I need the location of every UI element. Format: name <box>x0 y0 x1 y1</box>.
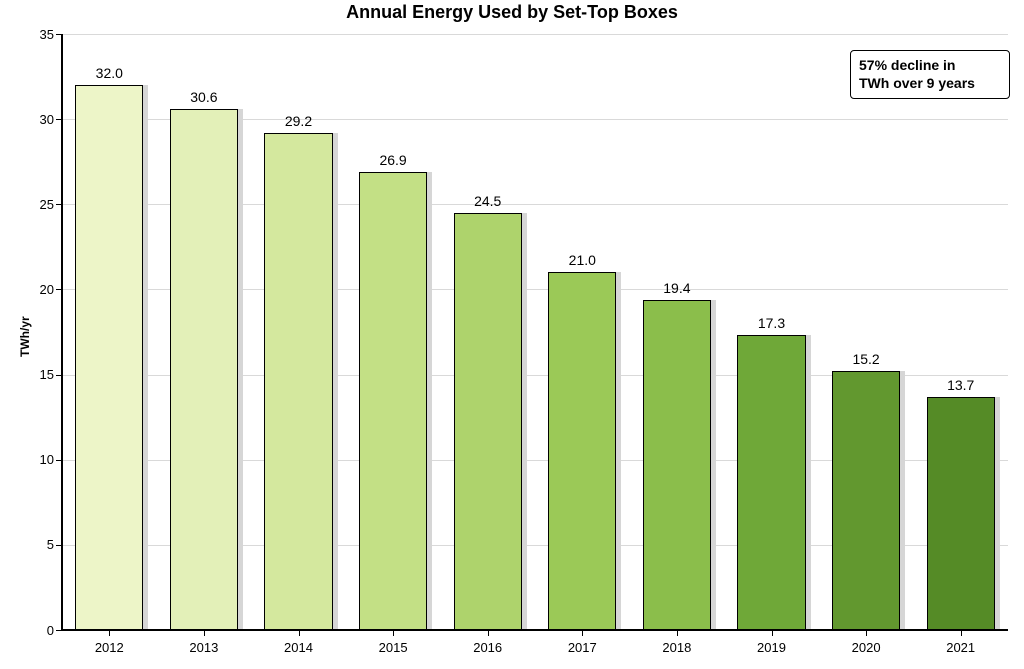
bar-value-label: 17.3 <box>737 315 805 331</box>
plot-area: 0510152025303532.0201230.6201329.2201426… <box>62 34 1008 630</box>
x-tick-label: 2013 <box>157 640 252 655</box>
energy-bar-chart: Annual Energy Used by Set-Top Boxes TWh/… <box>0 0 1024 669</box>
gridline <box>62 34 1008 35</box>
bar-value-label: 26.9 <box>359 152 427 168</box>
bar-value-label: 19.4 <box>643 280 711 296</box>
bar <box>643 300 711 630</box>
bar <box>548 272 616 630</box>
x-tick-label: 2019 <box>724 640 819 655</box>
y-tick-label: 0 <box>24 623 54 638</box>
callout-line-2: TWh over 9 years <box>859 75 1001 93</box>
bar <box>832 371 900 630</box>
bar <box>737 335 805 630</box>
bar <box>75 85 143 630</box>
bar <box>170 109 238 630</box>
x-tick-label: 2012 <box>62 640 157 655</box>
y-tick-label: 5 <box>24 537 54 552</box>
bar-value-label: 30.6 <box>170 89 238 105</box>
x-tick-label: 2021 <box>913 640 1008 655</box>
y-axis-label: TWh/yr <box>18 316 32 357</box>
y-tick-label: 10 <box>24 452 54 467</box>
y-tick-label: 30 <box>24 112 54 127</box>
y-tick-label: 35 <box>24 27 54 42</box>
x-tick-label: 2017 <box>535 640 630 655</box>
callout-line-1: 57% decline in <box>859 57 1001 75</box>
bar-value-label: 13.7 <box>927 377 995 393</box>
x-axis <box>62 629 1008 631</box>
bar <box>454 213 522 630</box>
x-tick-label: 2015 <box>346 640 441 655</box>
x-tick-label: 2014 <box>251 640 346 655</box>
bar-value-label: 21.0 <box>548 252 616 268</box>
y-tick-label: 20 <box>24 282 54 297</box>
bar <box>359 172 427 630</box>
bar-value-label: 15.2 <box>832 351 900 367</box>
x-tick-label: 2018 <box>630 640 725 655</box>
chart-title: Annual Energy Used by Set-Top Boxes <box>0 2 1024 23</box>
x-tick-label: 2016 <box>440 640 535 655</box>
bar <box>927 397 995 630</box>
y-axis <box>61 34 63 630</box>
x-tick-label: 2020 <box>819 640 914 655</box>
y-tick-label: 15 <box>24 367 54 382</box>
callout-box: 57% decline in TWh over 9 years <box>850 50 1010 99</box>
bar-value-label: 29.2 <box>264 113 332 129</box>
bar-value-label: 24.5 <box>454 193 522 209</box>
y-tick-label: 25 <box>24 197 54 212</box>
bar <box>264 133 332 630</box>
bar-value-label: 32.0 <box>75 65 143 81</box>
